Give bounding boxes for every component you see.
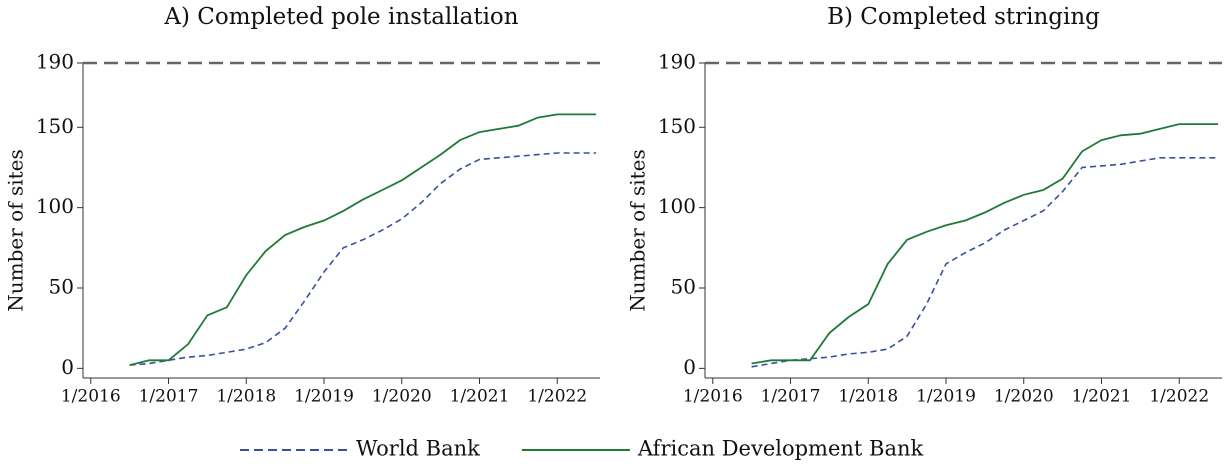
legend-label: African Development Bank [637, 437, 924, 461]
y-tick-label: 0 [683, 355, 696, 379]
legend-label: World Bank [356, 437, 480, 461]
y-tick-label: 50 [671, 275, 696, 299]
y-axis-label: Number of sites [626, 149, 650, 312]
chart-title: B) Completed stringing [827, 4, 1100, 30]
y-tick-label: 0 [61, 355, 74, 379]
x-tick-label: 1/2022 [527, 387, 587, 407]
x-tick-label: 1/2020 [994, 387, 1054, 407]
x-tick-label: 1/2020 [372, 387, 432, 407]
y-tick-label: 50 [49, 275, 74, 299]
x-tick-label: 1/2019 [916, 387, 976, 407]
y-tick-label: 100 [658, 194, 696, 218]
x-tick-label: 1/2016 [683, 387, 743, 407]
x-tick-label: 1/2017 [761, 387, 821, 407]
series-line [751, 123, 1219, 365]
chart-title: A) Completed pole installation [163, 4, 518, 30]
y-tick-label: 100 [36, 194, 74, 218]
x-tick-label: 1/2021 [1072, 387, 1132, 407]
x-tick-label: 1/2017 [139, 387, 199, 407]
x-tick-label: 1/2019 [294, 387, 354, 407]
series-line [751, 157, 1219, 368]
x-tick-label: 1/2018 [838, 387, 898, 407]
x-tick-label: 1/2018 [216, 387, 276, 407]
y-axis-label: Number of sites [4, 149, 28, 312]
x-tick-label: 1/2022 [1149, 387, 1209, 407]
series-line [129, 113, 597, 366]
x-tick-label: 1/2021 [450, 387, 510, 407]
y-tick-label: 190 [36, 50, 74, 74]
y-tick-label: 150 [658, 114, 696, 138]
x-tick-label: 1/2016 [61, 387, 121, 407]
y-tick-label: 190 [658, 50, 696, 74]
y-tick-label: 150 [36, 114, 74, 138]
series-line [129, 152, 597, 366]
